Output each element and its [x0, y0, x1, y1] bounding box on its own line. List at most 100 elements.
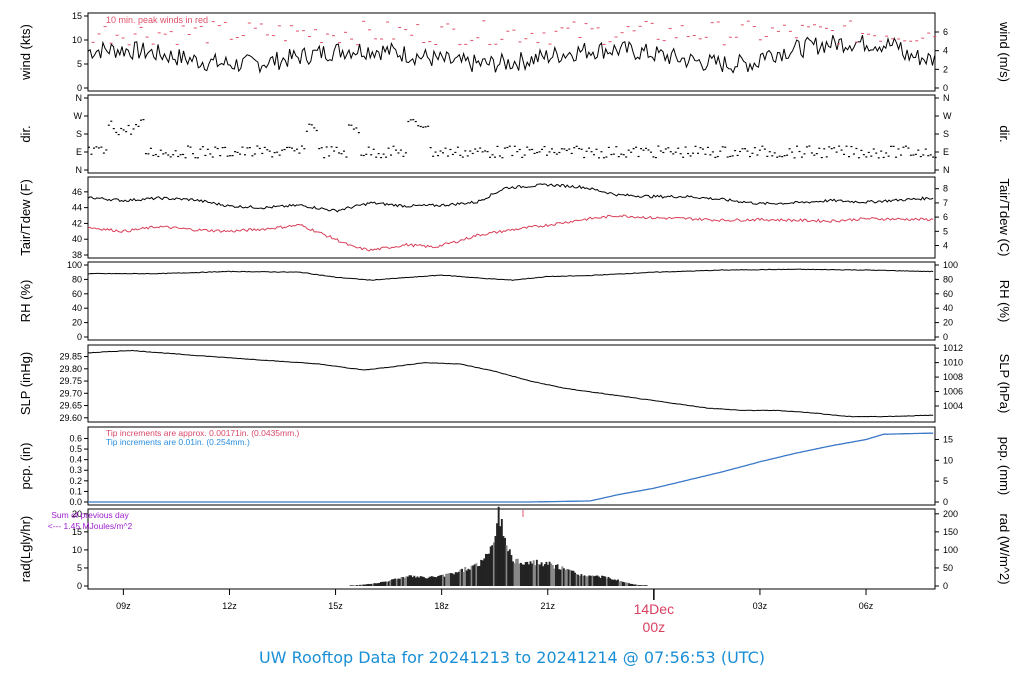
pcp-note-pink: Tip increments are approx. 0.00171in. (0… [106, 428, 300, 438]
rad-bar [561, 566, 564, 586]
temp-left-tick-label: 42 [72, 218, 82, 228]
rad-bar [567, 569, 570, 586]
time-tick-label: 12z [222, 601, 237, 611]
rad-note-line2: <--- 1.45 MJoules/m^2 [48, 521, 133, 531]
rad-bar [504, 537, 506, 586]
rad-bar [548, 561, 551, 586]
rh-left-tick-label: 40 [72, 303, 82, 313]
rad-bar [526, 561, 529, 586]
rad-bar [362, 584, 365, 586]
temp-left-tick-label: 46 [72, 187, 82, 197]
rad-bar [562, 568, 565, 586]
rad-bar [386, 581, 389, 586]
rad-bar [442, 574, 444, 586]
rad-bar [515, 558, 518, 586]
rad-bar [352, 585, 355, 586]
rad-bar [500, 519, 503, 586]
pcp-note-blue: Tip increments are 0.01in. (0.254mm.) [106, 437, 250, 447]
rad-bar [381, 581, 384, 586]
slp-right-tick-label: 1010 [943, 358, 963, 368]
panel-frame-slp [87, 344, 936, 423]
wind-right-tick-label: 6 [943, 27, 948, 37]
ylabel-left-dir: dir. [18, 125, 33, 142]
pcp-left-tick-label: 0.4 [69, 455, 82, 465]
ylabel-right-rh: RH (%) [997, 280, 1012, 323]
rad-bar [475, 563, 478, 586]
rad-bar [451, 573, 454, 586]
rad-bar [553, 568, 556, 586]
rad-bar [470, 565, 473, 586]
rh-right-tick-label: 20 [943, 318, 953, 328]
rad-bar [445, 573, 448, 586]
rad-bar [582, 576, 584, 586]
rad-bar [421, 576, 424, 586]
rad-bar [518, 563, 521, 586]
rad-right-tick-label: 0 [943, 581, 948, 591]
rad-bar [610, 579, 613, 586]
rh-left-tick-label: 0 [77, 332, 82, 342]
rad-bar [564, 569, 567, 586]
rad-bar [446, 573, 449, 586]
rad-bar [379, 582, 382, 586]
rad-bar [551, 565, 554, 586]
rad-bar [378, 582, 381, 586]
time-tick-label: 21z [540, 601, 555, 611]
rad-bar [448, 573, 451, 586]
rad-bar [632, 584, 635, 586]
rad-bar [575, 574, 578, 586]
rad-bar [405, 576, 408, 586]
rh-left-tick-label: 100 [67, 260, 82, 270]
slp-left-tick-label: 29.75 [59, 376, 82, 386]
wind-right-tick-label: 4 [943, 46, 948, 56]
rad-bar [481, 560, 484, 586]
rad-bar [639, 585, 642, 586]
slp-left-tick-label: 29.65 [59, 401, 82, 411]
slp-series [87, 349, 934, 418]
ylabel-left-rh: RH (%) [18, 280, 33, 323]
rad-bar [486, 553, 489, 586]
rad-bar [478, 565, 481, 586]
rad-bar [523, 564, 526, 586]
rh-left-tick-label: 80 [72, 274, 82, 284]
rad-bar [359, 584, 362, 586]
rad-bar [586, 576, 589, 586]
rad-bar [508, 549, 511, 586]
time-tick-label: 18z [434, 601, 449, 611]
rad-bar [621, 581, 624, 586]
rad-bar [540, 562, 543, 586]
rad-bar [618, 581, 621, 586]
rad-bar [554, 564, 557, 586]
rad-bar [356, 585, 358, 586]
rad-bar [354, 585, 357, 586]
wind-left-tick-label: 5 [77, 59, 82, 69]
rad-bar [438, 575, 441, 586]
slp-right-tick-label: 1012 [943, 343, 963, 353]
rad-bar [496, 523, 499, 586]
rad-bar [519, 562, 522, 586]
rad-bar [432, 576, 435, 586]
rad-bar [613, 579, 616, 586]
rad-bar [399, 578, 401, 586]
rad-bar [418, 577, 421, 586]
rad-bar [596, 575, 599, 586]
rad-bar [497, 506, 500, 586]
rad-bar [535, 559, 538, 586]
rad-bar [513, 563, 516, 586]
rad-bar [529, 561, 532, 586]
rad-bar [467, 568, 470, 586]
rad-bar [351, 585, 354, 586]
rad-bar [499, 526, 502, 586]
slp-right-tick-label: 1008 [943, 372, 963, 382]
rad-bar [394, 578, 397, 586]
rad-bar [457, 571, 460, 586]
rad-bar [534, 565, 537, 586]
rad-bar [360, 584, 363, 586]
rad-bar [414, 577, 417, 586]
rad-bar [597, 576, 600, 586]
ylabel-left-slp: SLP (inHg) [18, 352, 33, 415]
dir-left-tick-label: W [74, 111, 83, 121]
rad-bar [602, 576, 605, 586]
rad-bar [437, 575, 440, 586]
wind-left-tick-label: 0 [77, 83, 82, 93]
dir-left-tick-label: E [76, 147, 82, 157]
